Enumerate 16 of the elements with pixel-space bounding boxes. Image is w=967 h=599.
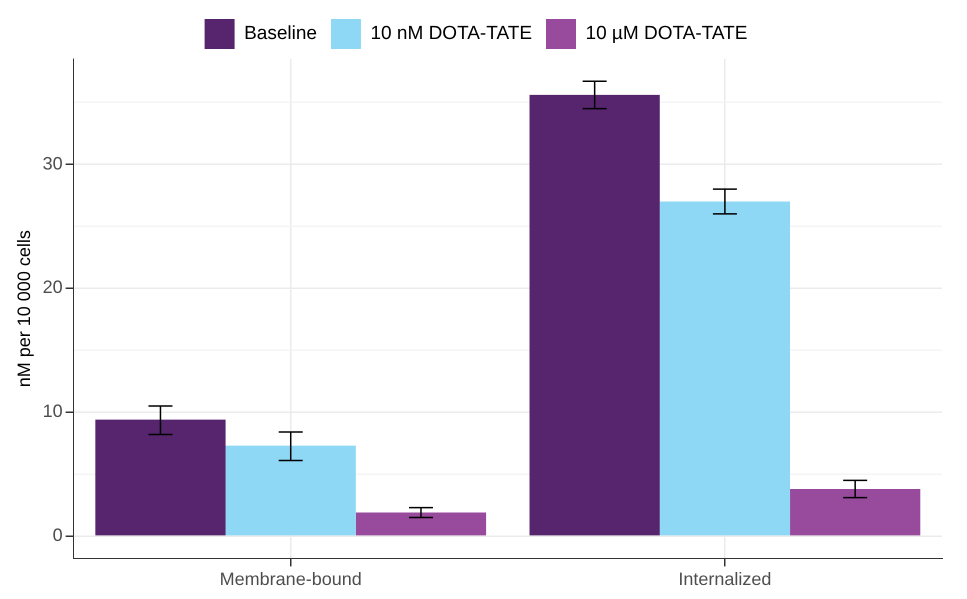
bar — [226, 446, 356, 536]
bar — [95, 420, 226, 536]
bar — [790, 489, 920, 536]
bar — [356, 512, 486, 536]
bar — [660, 202, 790, 536]
y-tick-label: 20 — [42, 277, 63, 298]
legend-label: Baseline — [244, 23, 317, 44]
y-tick-label: 0 — [52, 525, 63, 546]
x-tick-label: Internalized — [678, 569, 772, 590]
legend-label: 10 µM DOTA-TATE — [586, 23, 748, 44]
legend-label: 10 nM DOTA-TATE — [370, 23, 532, 44]
bar — [530, 94, 660, 536]
y-tick-label: 10 — [42, 401, 63, 422]
y-axis-title: nM per 10 000 cells — [14, 230, 34, 388]
x-tick-label: Membrane-bound — [220, 569, 362, 590]
y-tick-label: 30 — [42, 153, 63, 174]
